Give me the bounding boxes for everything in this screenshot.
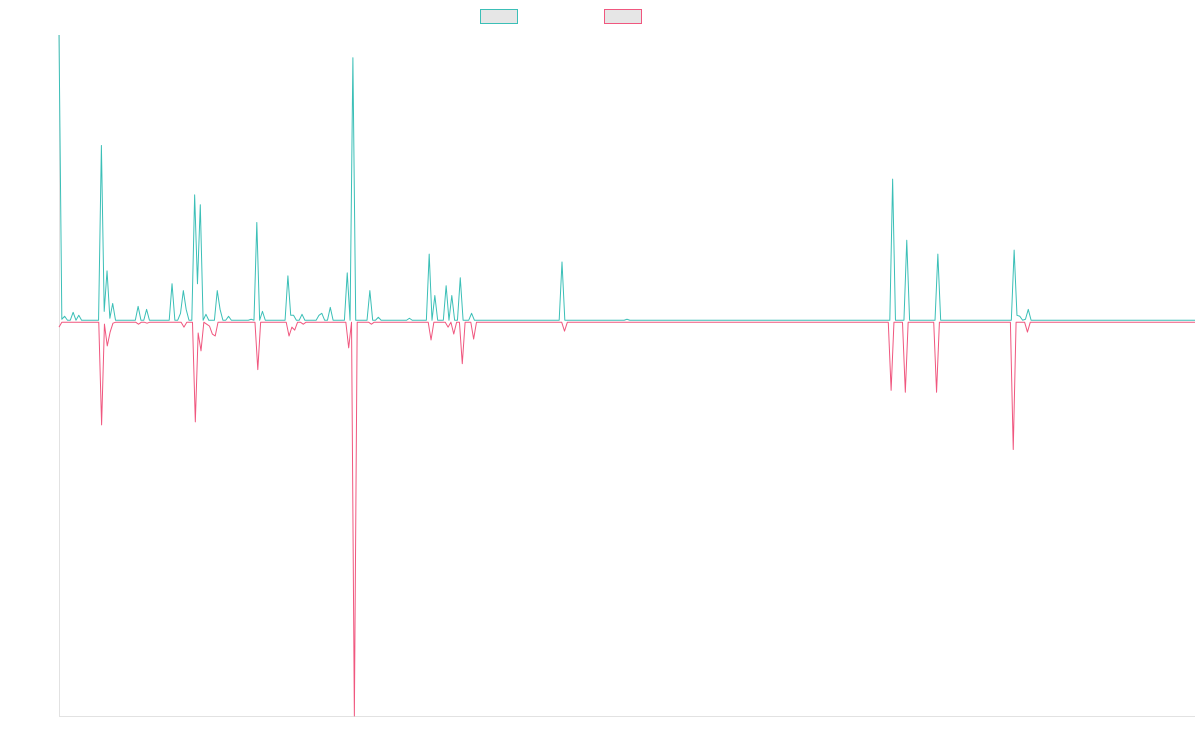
legend-swatch-series-2 (604, 9, 642, 24)
legend-item-series-2[interactable] (604, 9, 650, 24)
series-2-line[interactable] (58, 321, 1195, 717)
legend-swatch-series-1 (480, 9, 518, 24)
series-layer (58, 34, 1195, 717)
legend-item-series-1[interactable] (480, 9, 526, 24)
series-1-line[interactable] (58, 34, 1195, 321)
legend (0, 9, 1200, 27)
